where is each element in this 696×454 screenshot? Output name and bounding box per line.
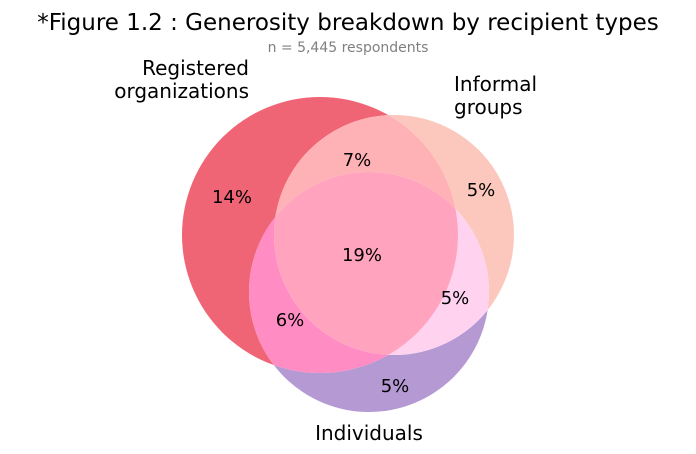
set-label-registered: Registered <box>142 56 249 80</box>
set-label-individuals: Individuals <box>315 421 423 445</box>
region-value-individuals-only: 5% <box>381 376 410 397</box>
set-label-informal-line2: groups <box>454 95 523 119</box>
region-value-informal-individuals: 5% <box>441 288 470 309</box>
set-label-informal: Informal <box>454 72 537 96</box>
region-value-registered-only: 14% <box>212 187 252 208</box>
set-label-registered-line2: organizations <box>114 79 249 103</box>
region-value-all-three: 19% <box>342 245 382 266</box>
region-value-informal-only: 5% <box>467 180 496 201</box>
region-value-registered-individuals: 6% <box>276 310 305 331</box>
chart-subtitle: n = 5,445 respondents <box>268 40 429 56</box>
region-value-registered-informal: 7% <box>343 150 372 171</box>
chart-title: *Figure 1.2 : Generosity breakdown by re… <box>37 10 659 36</box>
